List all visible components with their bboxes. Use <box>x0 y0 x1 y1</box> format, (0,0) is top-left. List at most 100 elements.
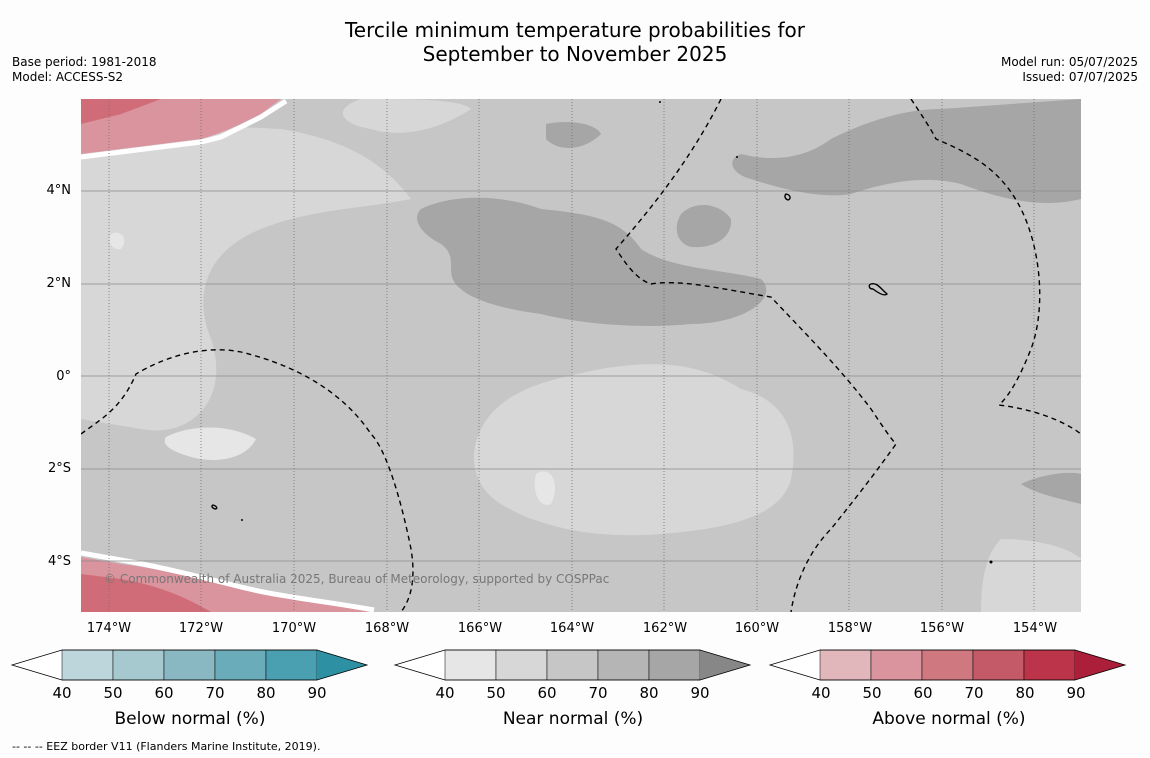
region-near-40-50 <box>534 471 556 505</box>
map-area[interactable] <box>81 99 1081 612</box>
region-above-60-70 <box>81 574 211 612</box>
colorbar-segment <box>972 649 1025 681</box>
lon-label: 160°W <box>734 621 780 636</box>
meta-right: Model run: 05/07/2025 Issued: 07/07/2025 <box>1001 55 1138 85</box>
colorbar-title-near: Near normal (%) <box>502 709 644 729</box>
lon-label: 154°W <box>1012 621 1058 636</box>
colorbar-tick: 80 <box>639 684 659 702</box>
lon-label: 162°W <box>642 621 688 636</box>
island <box>211 504 218 510</box>
colorbar-above-normal <box>768 649 1127 681</box>
lon-label: 166°W <box>457 621 503 636</box>
colorbar-segment <box>214 649 267 681</box>
base-period: Base period: 1981-2018 <box>12 55 157 69</box>
island <box>736 156 738 158</box>
eez-footnote: -- -- -- EEZ border V11 (Flanders Marine… <box>12 740 321 753</box>
colorbar-tick: 90 <box>690 684 710 702</box>
region-near-80-90 <box>546 122 601 149</box>
lat-label: 2°S <box>47 461 71 476</box>
title-line-1: Tercile minimum temperature probabilitie… <box>344 18 806 42</box>
colorbar-tick: 80 <box>256 684 276 702</box>
colorbar-extend-high <box>1075 650 1125 680</box>
colorbar-tick: 50 <box>862 684 882 702</box>
colorbar-tick: 40 <box>52 684 72 702</box>
colorbar-title-below: Below normal (%) <box>114 709 266 729</box>
map-title: Tercile minimum temperature probabilitie… <box>0 18 1150 66</box>
colorbar-tick: 60 <box>913 684 933 702</box>
region-near-80-90 <box>676 204 732 248</box>
lon-label: 172°W <box>178 621 224 636</box>
colorbar-tick: 70 <box>588 684 608 702</box>
region-near-80-90 <box>417 197 767 326</box>
colorbar-segment <box>648 649 701 681</box>
colorbar-tick: 60 <box>154 684 174 702</box>
colorbar-segment <box>921 649 974 681</box>
colorbar-title-above: Above normal (%) <box>872 709 1026 729</box>
graticule <box>81 99 1081 612</box>
colorbar-near-normal <box>393 649 752 681</box>
eez-border <box>910 99 1081 435</box>
region-near-50-60 <box>81 119 411 431</box>
title-line-2: September to November 2025 <box>422 42 728 66</box>
colorbar-segment <box>112 649 165 681</box>
colorbar-tick: 90 <box>1066 684 1086 702</box>
colorbar-tick: 50 <box>486 684 506 702</box>
island <box>659 101 661 103</box>
colorbar-outline <box>393 649 752 681</box>
colorbar-extend-high <box>700 650 750 680</box>
lon-label: 174°W <box>86 621 132 636</box>
colorbar-segment <box>1023 649 1076 681</box>
colorbar-tick: 60 <box>537 684 557 702</box>
lon-label: 156°W <box>919 621 965 636</box>
colorbar-tick: 80 <box>1015 684 1035 702</box>
island <box>784 193 791 201</box>
region-near-40-50 <box>164 427 256 460</box>
colorbar-extend-low <box>395 650 445 680</box>
region-above-50-60 <box>81 99 281 154</box>
colorbar-segment <box>597 649 650 681</box>
lat-label: 4°N <box>46 183 72 198</box>
colorbar-extend-low <box>12 650 62 680</box>
colorbar-extend-low <box>770 650 820 680</box>
colorbar-extend-high <box>317 650 367 680</box>
lon-label: 168°W <box>364 621 410 636</box>
region-near-50-60 <box>981 539 1081 612</box>
island <box>868 282 889 296</box>
lon-label: 164°W <box>549 621 595 636</box>
colorbar-segment <box>819 649 872 681</box>
lat-label: 0° <box>56 369 71 384</box>
colorbar-tick: 50 <box>103 684 123 702</box>
colorbar-segment <box>495 649 548 681</box>
colorbar-segment <box>546 649 599 681</box>
colorbar-below-normal <box>10 649 369 681</box>
region-near-50-60 <box>342 99 471 133</box>
eez-border <box>81 349 414 612</box>
model-run: Model run: 05/07/2025 <box>1000 55 1138 69</box>
colorbar-segment <box>265 649 318 681</box>
colorbar-segment <box>61 649 114 681</box>
region-above-60-70 <box>81 99 161 124</box>
map-canvas[interactable] <box>81 99 1081 612</box>
island <box>989 560 993 564</box>
colorbar-tick: 70 <box>205 684 225 702</box>
meta-left: Base period: 1981-2018 Model: ACCESS-S2 <box>12 55 157 85</box>
colorbar-tick: 40 <box>435 684 455 702</box>
colorbar-segment <box>444 649 497 681</box>
model-name: Model: ACCESS-S2 <box>12 70 124 84</box>
lon-label: 170°W <box>271 621 317 636</box>
issued-date: Issued: 07/07/2025 <box>1022 70 1138 84</box>
copyright-notice: © Commonwealth of Australia 2025, Bureau… <box>104 572 610 586</box>
colorbar-segment <box>163 649 216 681</box>
region-near-80-90 <box>1021 472 1081 504</box>
region-near-40-50 <box>109 232 125 250</box>
eez-border <box>615 99 897 612</box>
region-white-gap <box>81 550 375 612</box>
colorbar-outline <box>768 649 1127 681</box>
island <box>241 519 243 521</box>
colorbar-segment <box>870 649 923 681</box>
colorbar-tick: 90 <box>307 684 327 702</box>
colorbar-tick: 70 <box>964 684 984 702</box>
colorbar-outline <box>10 649 369 681</box>
lon-label: 158°W <box>827 621 873 636</box>
region-white-gap <box>81 99 288 160</box>
